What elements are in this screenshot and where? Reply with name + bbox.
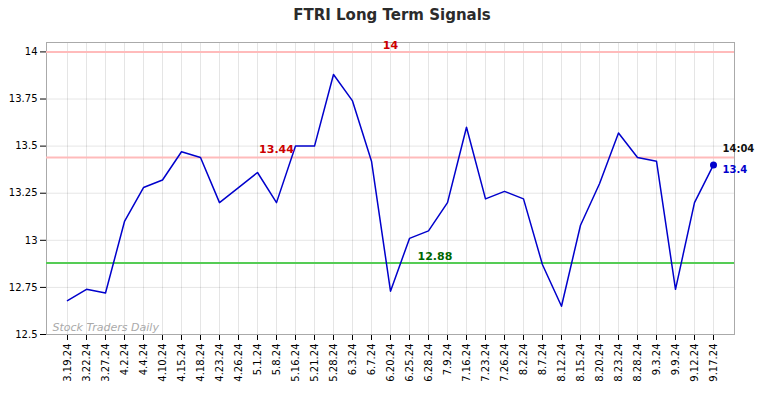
svg-text:8.12.24: 8.12.24 [556,344,567,382]
svg-text:14: 14 [383,39,399,52]
svg-text:8.28.24: 8.28.24 [632,344,643,382]
svg-text:4.10.24: 4.10.24 [157,344,168,382]
svg-text:14: 14 [25,46,38,57]
svg-text:4.2.24: 4.2.24 [119,344,130,376]
svg-text:4.15.24: 4.15.24 [176,344,187,382]
svg-text:12.5: 12.5 [15,329,37,340]
svg-text:4.26.24: 4.26.24 [233,344,244,382]
svg-text:5.1.24: 5.1.24 [252,344,263,376]
svg-text:6.3.24: 6.3.24 [347,344,358,376]
svg-text:8.23.24: 8.23.24 [613,344,624,382]
svg-text:13.5: 13.5 [15,140,37,151]
svg-text:7.26.24: 7.26.24 [499,344,510,382]
svg-text:8.20.24: 8.20.24 [594,344,605,382]
svg-text:13.75: 13.75 [9,93,38,104]
svg-text:8.15.24: 8.15.24 [575,344,586,382]
svg-text:13: 13 [25,235,38,246]
svg-text:9.17.24: 9.17.24 [708,344,719,382]
svg-text:13.4: 13.4 [723,164,748,175]
svg-text:8.2.24: 8.2.24 [518,344,529,376]
svg-text:7.16.24: 7.16.24 [461,344,472,382]
svg-text:4.18.24: 4.18.24 [195,344,206,382]
svg-text:3.19.24: 3.19.24 [62,344,73,382]
html-text:FTRI Long Term Signals: FTRI Long Term Signals [293,6,491,24]
svg-text:7.9.24: 7.9.24 [442,344,453,376]
svg-text:8.7.24: 8.7.24 [537,344,548,376]
svg-text:4.23.24: 4.23.24 [214,344,225,382]
svg-text:5.8.24: 5.8.24 [271,344,282,376]
svg-text:13.25: 13.25 [9,187,38,198]
svg-text:14:04: 14:04 [723,143,755,154]
svg-text:7.23.24: 7.23.24 [480,344,491,382]
svg-text:6.7.24: 6.7.24 [366,344,377,376]
svg-text:5.16.24: 5.16.24 [290,344,301,382]
svg-text:5.21.24: 5.21.24 [309,344,320,382]
svg-text:3.27.24: 3.27.24 [100,344,111,382]
svg-text:9.3.24: 9.3.24 [651,344,662,376]
svg-text:9.9.24: 9.9.24 [670,344,681,376]
svg-text:6.25.24: 6.25.24 [404,344,415,382]
svg-text:6.28.24: 6.28.24 [423,344,434,382]
svg-text:3.22.24: 3.22.24 [81,344,92,382]
svg-text:6.20.24: 6.20.24 [385,344,396,382]
svg-text:12.88: 12.88 [418,250,453,263]
svg-text:9.12.24: 9.12.24 [689,344,700,382]
svg-text:5.28.24: 5.28.24 [328,344,339,382]
svg-text:Stock Traders Daily: Stock Traders Daily [53,321,160,334]
svg-text:12.75: 12.75 [9,282,38,293]
svg-text:4.4.24: 4.4.24 [138,344,149,376]
svg-text:13.44: 13.44 [259,143,294,156]
